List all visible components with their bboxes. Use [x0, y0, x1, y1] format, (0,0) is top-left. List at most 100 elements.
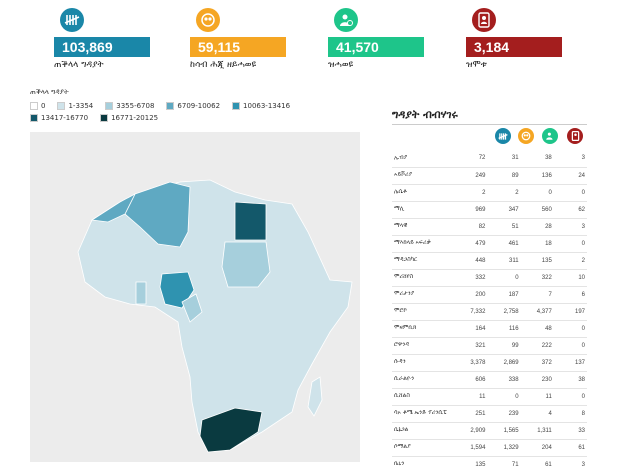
- legend-label: 0: [41, 102, 46, 110]
- table-row[interactable]: ሲሸልስ 11 0 11 0: [392, 388, 587, 406]
- table-row[interactable]: ማእከላይ ኣፍሪቃ 479 461 18 0: [392, 235, 587, 253]
- map-country-sudan[interactable]: [221, 241, 271, 288]
- legend-items: 0 1-3354 3355-6708 6709-10062 10063-13416 134…: [30, 102, 360, 122]
- stat-confirmed: 103,869 ጠቕላላ ግዳያት: [54, 8, 154, 70]
- cell-r: 2,869: [487, 354, 521, 372]
- country-name: ሴኔጋል: [392, 422, 455, 440]
- table-row[interactable]: ኣይቮሪያ 249 89 136 24: [392, 167, 587, 185]
- table-row[interactable]: ሞሮኮ 7,332 2,758 4,377 197: [392, 303, 587, 321]
- stat-deaths: 3,184 ዝሞቱ: [466, 8, 566, 70]
- table-row[interactable]: ሴኔጋል 2,909 1,565 1,311 33: [392, 422, 587, 440]
- map-country-algeria[interactable]: [124, 181, 191, 248]
- cell-d: 24: [553, 167, 587, 185]
- cell-c: 606: [454, 371, 488, 389]
- cell-r: 461: [487, 235, 521, 253]
- country-name: ሞዛምቢክ: [392, 320, 455, 338]
- legend-label: 6709-10062: [177, 102, 221, 110]
- cell-a: 560: [520, 201, 554, 219]
- legend-label: 16771-20125: [111, 114, 159, 122]
- map-country-south-africa[interactable]: [199, 407, 263, 453]
- table-row[interactable]: ቤኒን 135 71 61 3: [392, 456, 587, 473]
- table-header-icons: [392, 128, 587, 148]
- map-country-cameroon[interactable]: [181, 293, 203, 323]
- africa-map[interactable]: [30, 132, 360, 462]
- cell-r: 239: [487, 405, 521, 423]
- table-row[interactable]: ሞሪሸየስ 332 0 322 10: [392, 269, 587, 287]
- stat-recovered-label: ዝሓወዩ: [328, 60, 354, 70]
- map-country-ghana[interactable]: [135, 281, 147, 305]
- death-icon: [472, 8, 496, 32]
- table-title: ግዳያት ብብሃገሩ: [392, 108, 458, 121]
- tally-icon: [495, 128, 511, 144]
- cell-d: 0: [553, 235, 587, 253]
- map-country-madagascar[interactable]: [307, 376, 323, 417]
- country-name: ሳኦ ቶሜ ኤንድ ፕሪንሲፔ: [392, 405, 455, 423]
- table-row[interactable]: ሱዳን 3,378 2,869 372 137: [392, 354, 587, 372]
- map-country-morocco[interactable]: [90, 193, 136, 223]
- cell-r: 89: [487, 167, 521, 185]
- cell-d: 33: [553, 422, 587, 440]
- legend-label: 3355-6708: [116, 102, 155, 110]
- table-row[interactable]: ማላዊ 82 51 28 3: [392, 218, 587, 236]
- cell-d: 62: [553, 201, 587, 219]
- cell-d: 0: [553, 388, 587, 406]
- table-row[interactable]: ሌሴቶ 2 2 0 0: [392, 184, 587, 202]
- legend-swatch: [57, 102, 66, 110]
- recovered-person-icon: [518, 128, 534, 144]
- table-row[interactable]: ሲራልዮን 606 338 230 38: [392, 371, 587, 389]
- cell-a: 230: [520, 371, 554, 389]
- cell-a: 4,377: [520, 303, 554, 321]
- cell-a: 38: [520, 150, 554, 168]
- cell-c: 249: [454, 167, 488, 185]
- map-country-nigeria[interactable]: [159, 271, 195, 309]
- table-row[interactable]: ሶማልያ 1,594 1,329 204 61: [392, 439, 587, 457]
- cell-a: 204: [520, 439, 554, 457]
- table-row[interactable]: ሮዋንዳ 321 99 222 0: [392, 337, 587, 355]
- legend-label: 10063-13416: [243, 102, 291, 110]
- cell-r: 71: [487, 456, 521, 473]
- cell-c: 969: [454, 201, 488, 219]
- cell-c: 448: [454, 252, 488, 270]
- cell-a: 0: [520, 184, 554, 202]
- country-table-body: ኢብያ 72 31 38 3 ኣይቮሪያ 249 89 136 24 ሌሴቶ 2 2 0 0 ማሊ 969 347…: [392, 150, 587, 473]
- cell-r: 0: [487, 388, 521, 406]
- death-icon: [567, 128, 583, 144]
- cell-r: 2: [487, 184, 521, 202]
- cell-r: 51: [487, 218, 521, 236]
- cell-c: 7,332: [454, 303, 488, 321]
- map-legend: ጠቕላላ ግዳያት 0 1-3354 3355-6708 6709-10062 1006…: [30, 88, 360, 122]
- cell-a: 48: [520, 320, 554, 338]
- stat-recovering-label: ከሳብ ሕጂ ዘይሓወዩ: [190, 60, 257, 70]
- country-name: ማዳጋስካር: [392, 252, 455, 270]
- cell-r: 187: [487, 286, 521, 304]
- country-name: ሌሴቶ: [392, 184, 455, 202]
- table-row[interactable]: ማዳጋስካር 448 311 135 2: [392, 252, 587, 270]
- table-row[interactable]: ሞዛምቢክ 164 116 48 0: [392, 320, 587, 338]
- table-row[interactable]: ኢብያ 72 31 38 3: [392, 150, 587, 168]
- cell-d: 3: [553, 218, 587, 236]
- cell-d: 197: [553, 303, 587, 321]
- cell-c: 2,909: [454, 422, 488, 440]
- cell-d: 0: [553, 184, 587, 202]
- country-name: ሲሸልስ: [392, 388, 455, 406]
- table-row[interactable]: ሳኦ ቶሜ ኤንድ ፕሪንሲፔ 251 239 4 8: [392, 405, 587, 423]
- cell-d: 38: [553, 371, 587, 389]
- cell-d: 8: [553, 405, 587, 423]
- cell-c: 2: [454, 184, 488, 202]
- map-country-egypt[interactable]: [234, 201, 267, 241]
- table-row[interactable]: ማሊ 969 347 560 62: [392, 201, 587, 219]
- cell-a: 4: [520, 405, 554, 423]
- country-name: ሞሪሸየስ: [392, 269, 455, 287]
- cell-r: 31: [487, 150, 521, 168]
- cell-d: 137: [553, 354, 587, 372]
- cell-a: 7: [520, 286, 554, 304]
- tally-icon: [60, 8, 84, 32]
- cell-c: 72: [454, 150, 488, 168]
- legend-item: 0: [30, 102, 45, 110]
- legend-swatch: [105, 102, 114, 110]
- cell-c: 200: [454, 286, 488, 304]
- table-row[interactable]: ሞሪታንያ 200 187 7 6: [392, 286, 587, 304]
- cell-c: 321: [454, 337, 488, 355]
- legend-swatch: [100, 114, 109, 122]
- stat-recovered: 41,570 ዝሓወዩ: [328, 8, 428, 70]
